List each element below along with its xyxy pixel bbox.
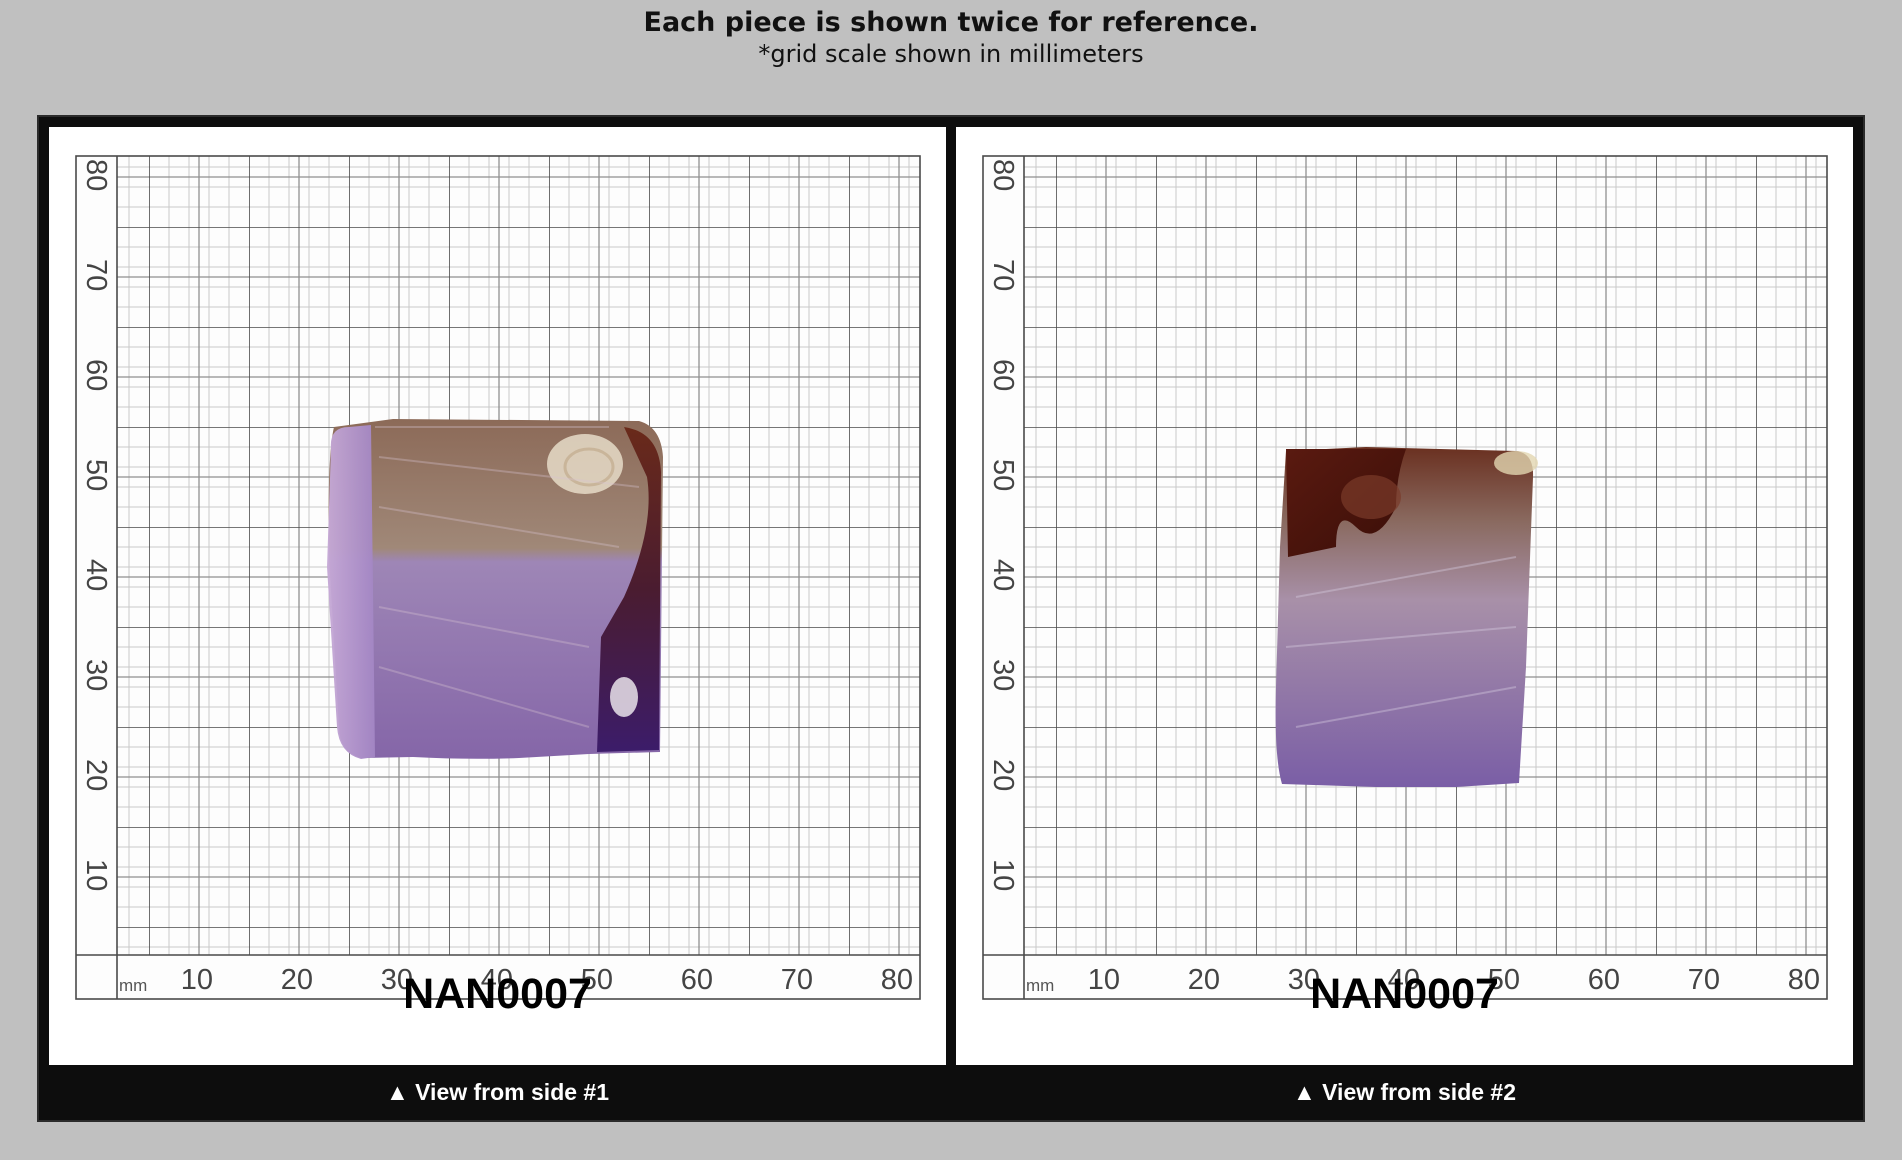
y-tick-label: 50 — [80, 459, 112, 491]
y-tick-label: 30 — [80, 659, 112, 691]
x-tick-label: 60 — [1588, 964, 1620, 996]
y-tick-label: 80 — [80, 159, 112, 191]
x-tick-label: 30 — [1288, 964, 1320, 996]
x-tick-label: 40 — [1388, 964, 1420, 996]
caption-side-2: ▲ View from side #2 — [1292, 1079, 1517, 1105]
x-tick-label: 80 — [881, 964, 913, 996]
x-tick-label: 50 — [1488, 964, 1520, 996]
x-axis-labels: 10 20 30 40 50 60 70 80 — [181, 964, 913, 996]
x-tick-label: 20 — [281, 964, 313, 996]
y-tick-label: 10 — [80, 859, 112, 891]
specimen-photo-side-2 — [1275, 447, 1538, 787]
x-tick-label: 70 — [781, 964, 813, 996]
view-panel-side-2: 10 20 30 40 50 60 70 80 10 20 30 40 50 60 70 80 mm NAN… — [956, 127, 1853, 1065]
caption-side-1: ▲ View from side #1 — [385, 1079, 610, 1105]
page-title: Each piece is shown twice for reference. — [643, 7, 1259, 38]
page-subtitle: *grid scale shown in millimeters — [758, 40, 1144, 68]
y-axis-labels: 10 20 30 40 50 60 70 80 — [80, 159, 112, 891]
y-tick-label: 20 — [987, 759, 1019, 791]
x-tick-label: 80 — [1788, 964, 1820, 996]
x-tick-label: 30 — [381, 964, 413, 996]
specimen-id-label: NAN0007 — [403, 970, 592, 1018]
x-tick-label: 60 — [681, 964, 713, 996]
y-tick-label: 40 — [80, 559, 112, 591]
y-tick-label: 60 — [987, 359, 1019, 391]
y-tick-label: 50 — [987, 459, 1019, 491]
y-tick-label: 10 — [987, 859, 1019, 891]
header: Each piece is shown twice for reference.… — [0, 6, 1902, 68]
y-tick-label: 80 — [987, 159, 1019, 191]
specimen-id-label: NAN0007 — [1310, 970, 1499, 1018]
y-tick-label: 60 — [80, 359, 112, 391]
x-tick-label: 40 — [481, 964, 513, 996]
x-tick-label: 10 — [181, 964, 213, 996]
grid-photo-side-1: 10 20 30 40 50 60 70 80 10 20 30 40 50 60 70 80 mm — [75, 155, 921, 1000]
y-tick-label: 20 — [80, 759, 112, 791]
view-panel-side-1: 10 20 30 40 50 60 70 80 10 20 30 40 50 60 70 80 mm NAN… — [49, 127, 946, 1065]
unit-label: mm — [1026, 976, 1054, 995]
y-tick-label: 70 — [80, 259, 112, 291]
y-tick-label: 30 — [987, 659, 1019, 691]
mm-grid — [982, 155, 1828, 1000]
x-tick-label: 70 — [1688, 964, 1720, 996]
x-tick-label: 50 — [581, 964, 613, 996]
y-tick-label: 40 — [987, 559, 1019, 591]
unit-label: mm — [119, 976, 147, 995]
y-axis-labels: 10 20 30 40 50 60 70 80 — [987, 159, 1019, 891]
photo-frame: 10 20 30 40 50 60 70 80 10 20 30 40 50 60 70 80 mm NAN… — [37, 115, 1865, 1122]
y-tick-label: 70 — [987, 259, 1019, 291]
x-axis-labels: 10 20 30 40 50 60 70 80 — [1088, 964, 1820, 996]
x-tick-label: 20 — [1188, 964, 1220, 996]
x-tick-label: 10 — [1088, 964, 1120, 996]
specimen-photo-side-1 — [327, 419, 663, 759]
grid-photo-side-2: 10 20 30 40 50 60 70 80 10 20 30 40 50 60 70 80 mm — [982, 155, 1828, 1000]
